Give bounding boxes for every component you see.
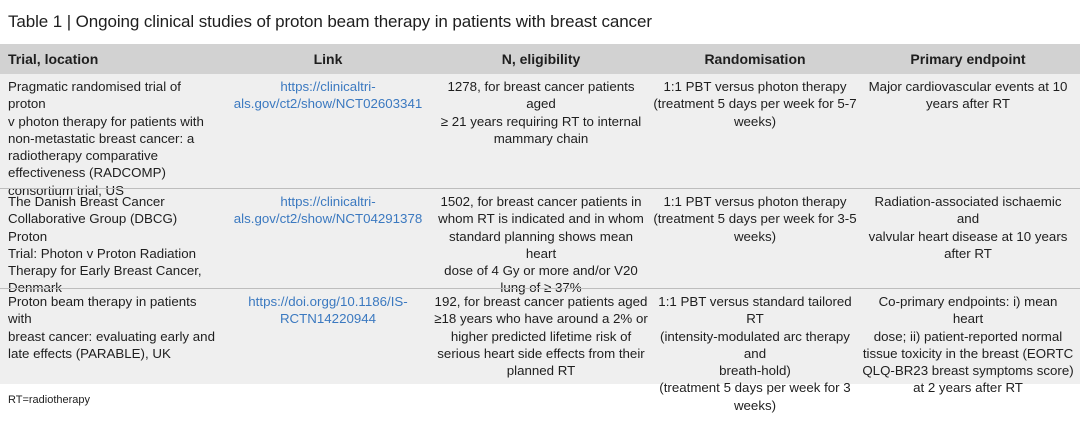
cell-link[interactable]: https://clinicaltri- als.gov/ct2/show/NC… (233, 194, 423, 227)
cell-eligibility: 1502, for breast cancer patients in whom… (438, 194, 644, 296)
table-body: Pragmatic randomised trial of proton v p… (0, 74, 1080, 413)
cell-randomisation: 1:1 PBT versus photon therapy (treatment… (653, 79, 857, 129)
cell-eligibility: 1278, for breast cancer patients aged ≥ … (440, 79, 642, 146)
header-link: Link (313, 51, 343, 67)
table-row: The Danish Breast Cancer Collaborative G… (0, 189, 1080, 295)
cell-trial: Pragmatic randomised trial of proton v p… (8, 79, 204, 198)
header-randomisation: Randomisation (704, 51, 806, 67)
table-header-row: Trial, location Link N, eligibility Rand… (0, 44, 1080, 74)
cell-link[interactable]: https://clinicaltri- als.gov/ct2/show/NC… (233, 79, 423, 112)
table-footnote: RT=radiotherapy (8, 394, 91, 406)
header-endpoint: Primary endpoint (910, 51, 1026, 67)
cell-endpoint: Radiation-associated ischaemic and valvu… (868, 194, 1068, 261)
cell-link[interactable]: https://doi.orgg/10.1186/IS- RCTN1422094… (248, 294, 408, 327)
header-trial: Trial, location (8, 51, 99, 67)
cell-endpoint: Major cardiovascular events at 10 years … (868, 79, 1068, 112)
cell-trial: Proton beam therapy in patients with bre… (8, 294, 215, 361)
header-eligibility: N, eligibility (501, 51, 581, 67)
row-divider (0, 188, 1080, 189)
cell-randomisation: 1:1 PBT versus photon therapy (treatment… (653, 194, 857, 244)
cell-trial: The Danish Breast Cancer Collaborative G… (8, 194, 202, 296)
table-title: Table 1 | Ongoing clinical studies of pr… (0, 0, 1080, 44)
table-title-text: Table 1 | Ongoing clinical studies of pr… (8, 12, 652, 31)
table-row: Pragmatic randomised trial of proton v p… (0, 74, 1080, 198)
cell-randomisation: 1:1 PBT versus standard tailored RT (int… (658, 294, 852, 413)
row-divider (0, 288, 1080, 289)
cell-endpoint: Co-primary endpoints: i) mean heart dose… (862, 294, 1074, 396)
cell-eligibility: 192, for breast cancer patients aged ≥18… (434, 294, 648, 379)
table-row: Proton beam therapy in patients with bre… (0, 289, 1080, 413)
